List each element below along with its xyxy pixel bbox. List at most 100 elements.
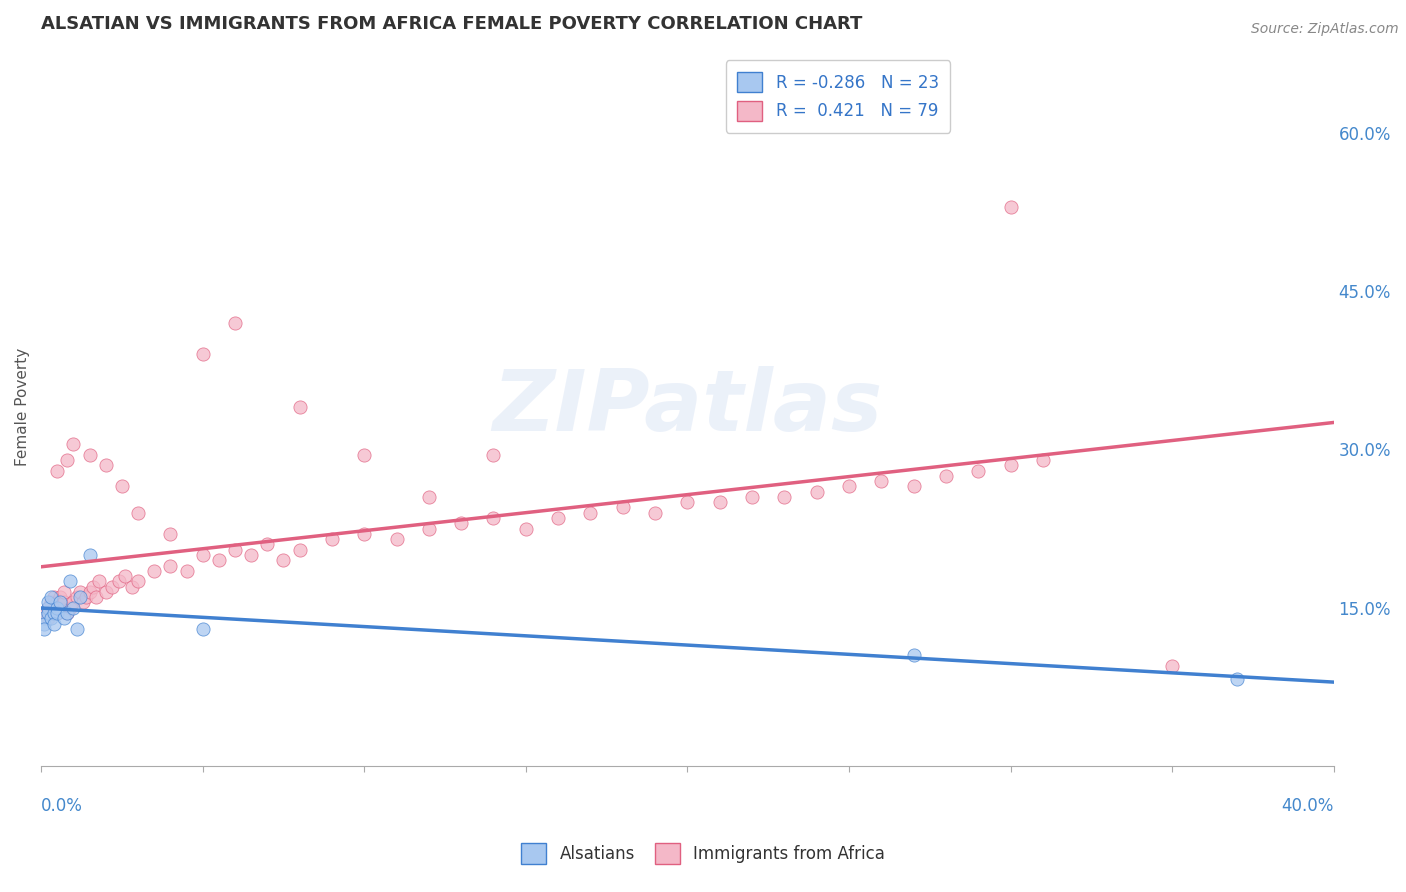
Point (42, 616, 65, 631)
Point (224, 542, 246, 557)
Point (353, 526, 375, 541)
Legend: Alsatians, Immigrants from Africa: Alsatians, Immigrants from Africa (515, 837, 891, 871)
Point (612, 500, 634, 515)
Point (37, 600, 59, 615)
Point (644, 506, 666, 520)
Point (191, 548, 214, 562)
Point (256, 537, 278, 551)
Point (579, 506, 602, 520)
Point (37, 606, 59, 620)
Point (37, 611, 59, 625)
Point (52, 611, 75, 625)
Point (143, 564, 166, 578)
Point (62, 600, 84, 615)
Point (240, 548, 263, 562)
Point (288, 401, 311, 415)
Point (967, 464, 990, 478)
Point (56, 606, 79, 620)
Point (56, 606, 79, 620)
Point (111, 479, 134, 493)
Point (66, 622, 89, 636)
Point (69, 585, 91, 599)
Point (450, 516, 472, 531)
Point (82, 580, 104, 594)
Point (75, 590, 97, 604)
Point (191, 347, 214, 361)
Y-axis label: Female Poverty: Female Poverty (15, 348, 30, 467)
Point (52, 585, 75, 599)
Text: Source: ZipAtlas.com: Source: ZipAtlas.com (1251, 22, 1399, 37)
Point (59, 574, 82, 589)
Point (127, 574, 149, 589)
Point (741, 490, 763, 504)
Text: 0.0%: 0.0% (41, 797, 83, 814)
Point (709, 495, 731, 509)
Text: ZIPatlas: ZIPatlas (492, 366, 883, 449)
Point (773, 490, 796, 504)
Point (121, 580, 143, 594)
Legend: R = -0.286   N = 23, R =  0.421   N = 79: R = -0.286 N = 23, R = 0.421 N = 79 (725, 61, 950, 133)
Point (34, 622, 56, 636)
Point (676, 495, 699, 509)
Point (1032, 453, 1054, 467)
Point (838, 479, 860, 493)
Point (39, 595, 62, 609)
Point (46, 606, 69, 620)
Point (49, 590, 72, 604)
Point (806, 484, 828, 499)
Point (46, 464, 69, 478)
Point (79, 585, 101, 599)
Point (46, 600, 69, 615)
Point (107, 574, 129, 589)
Point (34, 616, 56, 631)
Point (49, 600, 72, 615)
Point (39, 606, 62, 620)
Point (935, 468, 957, 483)
Point (208, 553, 231, 567)
Point (482, 448, 505, 462)
Text: 40.0%: 40.0% (1281, 797, 1334, 814)
Point (59, 600, 82, 615)
Point (288, 542, 311, 557)
Point (353, 448, 375, 462)
Point (482, 511, 505, 525)
Point (418, 490, 440, 504)
Point (37, 595, 59, 609)
Point (34, 611, 56, 625)
Point (385, 532, 408, 546)
Point (46, 595, 69, 609)
Point (159, 526, 181, 541)
Point (903, 648, 925, 663)
Point (42, 590, 65, 604)
Point (49, 595, 72, 609)
Point (66, 590, 89, 604)
Point (37, 600, 59, 615)
Point (1226, 673, 1249, 687)
Point (127, 506, 149, 520)
Point (62, 437, 84, 451)
Point (84, 590, 107, 604)
Point (547, 511, 569, 525)
Point (56, 453, 79, 467)
Point (39, 590, 62, 604)
Point (89, 574, 111, 589)
Point (62, 595, 84, 609)
Point (79, 548, 101, 562)
Text: ALSATIAN VS IMMIGRANTS FROM AFRICA FEMALE POVERTY CORRELATION CHART: ALSATIAN VS IMMIGRANTS FROM AFRICA FEMAL… (41, 15, 862, 33)
Point (321, 532, 343, 546)
Point (224, 316, 246, 330)
Point (101, 580, 124, 594)
Point (39, 611, 62, 625)
Point (79, 448, 101, 462)
Point (191, 622, 214, 636)
Point (42, 600, 65, 615)
Point (46, 606, 69, 620)
Point (176, 564, 198, 578)
Point (94, 585, 117, 599)
Point (418, 522, 440, 536)
Point (72, 595, 94, 609)
Point (1000, 458, 1022, 473)
Point (94, 458, 117, 473)
Point (903, 479, 925, 493)
Point (870, 474, 893, 488)
